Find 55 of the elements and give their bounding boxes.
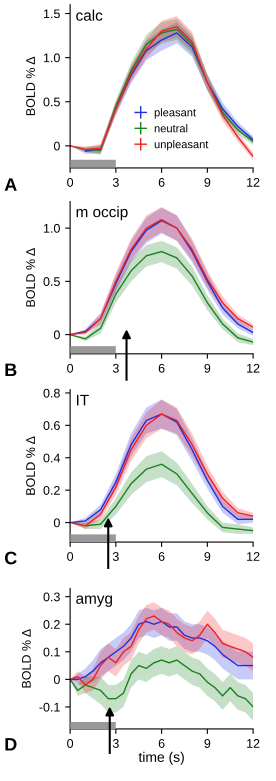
y-tick-label: 0.2: [43, 486, 60, 495]
x-tick-label: 6: [158, 364, 165, 373]
y-tick-label: 0.5: [43, 98, 60, 106]
x-tick-label: 3: [112, 178, 119, 187]
x-tick-label: 6: [158, 178, 165, 187]
chart-title: m occip: [76, 206, 128, 220]
legend-label: pleasant: [154, 108, 196, 119]
legend-label: neutral: [154, 124, 188, 132]
x-tick-label: 9: [204, 739, 210, 748]
x-tick-label: 3: [112, 364, 119, 373]
x-tick-label: 0: [67, 739, 74, 748]
x-tick-label: 0: [67, 364, 74, 373]
text: D: [5, 738, 17, 751]
y-tick-label: -0.1: [39, 702, 60, 712]
x-tick-label: 0: [67, 178, 74, 187]
x-tick-label: 6: [158, 552, 165, 561]
y-tick-label: 0.4: [43, 454, 60, 462]
x-tick-label: 9: [204, 364, 210, 373]
y-tick-label: 0.6: [43, 421, 60, 430]
chart-title: calc: [76, 10, 102, 21]
x-tick-label: 9: [204, 552, 210, 561]
x-tick-label: 12: [247, 178, 260, 187]
y-tick-label: 0: [54, 675, 60, 684]
y-axis-title: BOLD % Δ: [26, 436, 35, 495]
y-tick-label: 0: [54, 518, 60, 528]
x-tick-label: 12: [247, 364, 260, 373]
y-tick-label: 1.0: [44, 224, 60, 233]
y-tick-label: 1.0: [44, 53, 60, 62]
legend-label: unpleasant: [154, 140, 208, 150]
y-tick-label: 1.5: [44, 9, 60, 18]
y-axis-title: BOLD % Δ: [22, 629, 31, 688]
y-axis-title: BOLD % Δ: [26, 248, 35, 306]
x-tick-label: 12: [247, 739, 260, 748]
text: A: [4, 178, 17, 191]
y-tick-label: 0.5: [43, 277, 60, 286]
y-tick-label: 0.1: [43, 648, 60, 656]
y-axis-title: BOLD % Δ: [26, 56, 35, 116]
x-tick-label: 3: [112, 739, 119, 748]
x-tick-label: 3: [112, 552, 119, 561]
y-tick-label: 0.3: [43, 592, 60, 602]
x-axis-title: time (s): [138, 752, 184, 765]
y-tick-label: 0.2: [43, 620, 60, 629]
line-series: [70, 659, 254, 708]
text: C: [4, 552, 17, 564]
y-tick-label: 0: [54, 330, 60, 340]
x-tick-label: 0: [67, 552, 74, 561]
chart-title: amyg: [76, 595, 112, 607]
chart-title: IT: [77, 394, 89, 406]
x-tick-label: 6: [158, 739, 165, 748]
y-tick-label: 0: [54, 142, 60, 151]
line-series: [70, 620, 254, 680]
x-tick-label: 9: [204, 178, 210, 187]
y-tick-label: 0.8: [43, 388, 60, 398]
x-tick-label: 12: [247, 552, 260, 561]
text: B: [5, 364, 16, 376]
